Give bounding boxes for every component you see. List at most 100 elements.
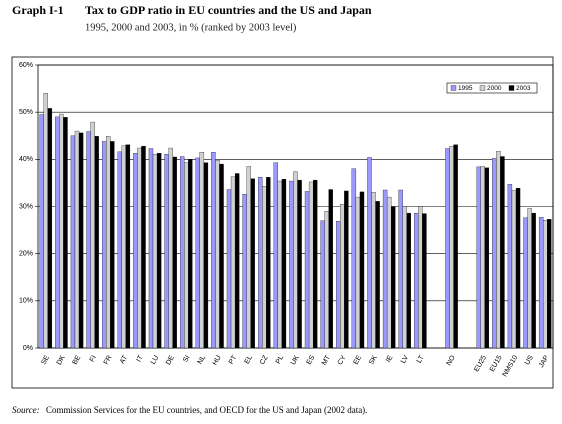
x-tick-label: ES [306, 354, 317, 366]
y-tick-label: 60% [19, 62, 33, 69]
bar [39, 114, 44, 349]
bar [531, 212, 536, 349]
x-tick-label: CZ [259, 354, 270, 366]
bar [199, 152, 205, 349]
bar [367, 157, 372, 349]
bar [148, 148, 154, 349]
y-tick-label: 50% [19, 109, 33, 116]
bar [262, 186, 267, 349]
x-tick-label: CY [337, 354, 348, 366]
x-tick-label: SE [40, 354, 51, 366]
source-text: Commission Services for the EU countries… [46, 405, 367, 415]
bar [386, 196, 392, 349]
bar [226, 189, 232, 349]
bar [515, 187, 521, 349]
bar [523, 217, 528, 349]
x-tick-label: DK [56, 354, 67, 366]
x-tick-label: PT [228, 354, 239, 366]
bar [527, 208, 532, 349]
x-tick-label: AT [119, 354, 130, 365]
bar [492, 158, 497, 349]
bar [445, 148, 450, 349]
bar [371, 192, 376, 349]
bar [74, 130, 80, 349]
bar [328, 189, 333, 349]
bar [543, 220, 548, 349]
bar [125, 144, 131, 349]
bar [47, 108, 53, 349]
bar [355, 196, 361, 349]
bar [453, 144, 458, 349]
bar [101, 141, 107, 349]
bar [496, 151, 501, 349]
x-tick-label: SK [368, 354, 379, 366]
bar [382, 189, 388, 349]
x-tick-label: FI [89, 354, 98, 363]
bar [304, 191, 310, 349]
bar [168, 147, 173, 349]
x-tick-label: SI [182, 354, 191, 363]
x-tick-label: HU [212, 354, 223, 366]
bar [476, 166, 481, 349]
bar [78, 132, 84, 349]
bar [293, 171, 298, 349]
bar [351, 168, 357, 349]
bar [86, 131, 91, 349]
bar [137, 147, 142, 349]
x-tick-label: PL [275, 354, 285, 365]
legend-box [446, 82, 538, 94]
y-tick-label: 30% [19, 203, 33, 210]
bar [63, 117, 68, 349]
chart-title: Tax to GDP ratio in EU countries and the… [85, 3, 372, 17]
bar [406, 212, 411, 349]
bar [195, 157, 200, 349]
bar [184, 162, 189, 349]
y-tick-label: 40% [19, 156, 33, 163]
bar [500, 156, 505, 349]
legend-swatch [508, 85, 515, 91]
bar [258, 177, 263, 349]
bar [172, 156, 177, 349]
x-tick-label: JAP [538, 354, 551, 369]
bar [359, 191, 365, 349]
bar [422, 213, 427, 349]
y-tick-label: 20% [19, 251, 33, 258]
x-tick-label: NL [197, 354, 208, 365]
bar [203, 162, 209, 349]
x-tick-label: EL [244, 354, 254, 365]
bar [344, 190, 349, 349]
x-tick-label: BE [72, 354, 83, 366]
bar [188, 159, 193, 349]
x-tick-label: IE [385, 354, 395, 364]
x-tick-label: UK [290, 354, 301, 366]
chart-subtitle: 1995, 2000 and 2003, in % (ranked by 200… [85, 22, 297, 33]
bar [281, 178, 287, 349]
bar [59, 113, 64, 349]
bar [43, 93, 48, 349]
bar [106, 136, 111, 349]
bar [94, 136, 99, 349]
bar [234, 173, 240, 349]
bar [449, 145, 454, 349]
bar [402, 206, 407, 349]
bar [480, 166, 485, 349]
bar [133, 153, 138, 349]
bar [180, 156, 185, 349]
bar [507, 184, 513, 349]
bar [538, 217, 544, 349]
bar [110, 141, 115, 349]
bar [418, 206, 423, 349]
legend-swatch [479, 85, 486, 91]
x-tick-label: LV [400, 354, 410, 365]
bar [414, 212, 419, 349]
x-tick-label: EU15 [489, 354, 504, 373]
bar [391, 206, 396, 349]
bar [211, 152, 216, 349]
bar [215, 160, 220, 349]
bar [289, 180, 294, 349]
bar [277, 180, 283, 349]
x-tick-label: MT [321, 354, 332, 367]
x-tick-label: LT [416, 354, 426, 365]
